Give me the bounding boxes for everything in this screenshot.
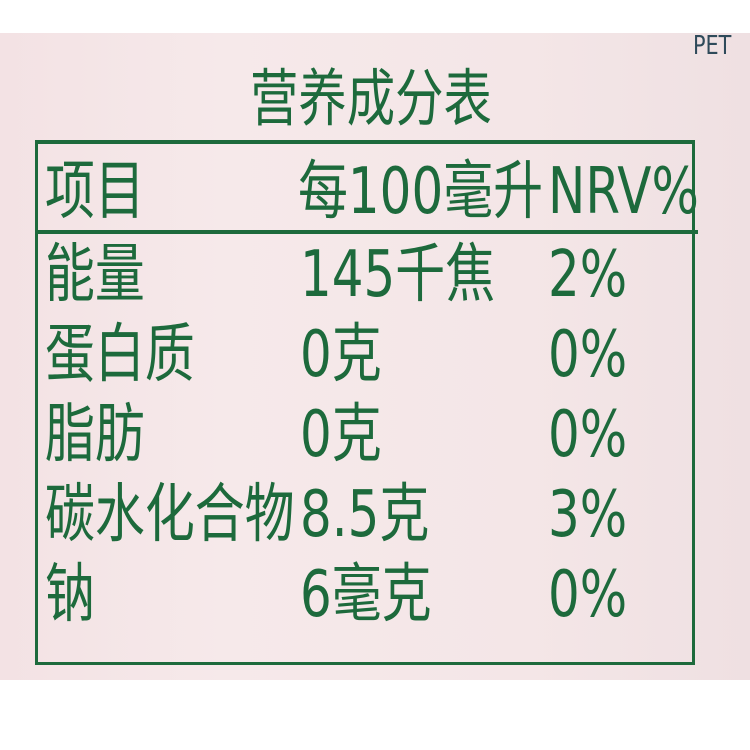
nutrition-table-border bbox=[35, 140, 695, 665]
table-row: 能量 145千焦 2% bbox=[0, 243, 750, 323]
header-item: 项目 bbox=[45, 155, 145, 229]
header-nrv: NRV% bbox=[548, 155, 699, 229]
row-value: 0克 bbox=[300, 318, 382, 392]
table-row: 蛋白质 0克 0% bbox=[0, 323, 750, 403]
row-item: 脂肪 bbox=[45, 398, 145, 472]
row-item: 能量 bbox=[45, 238, 145, 312]
table-row: 脂肪 0克 0% bbox=[0, 403, 750, 483]
row-value: 8.5克 bbox=[300, 478, 430, 552]
row-item: 碳水化合物 bbox=[45, 478, 295, 552]
row-item: 蛋白质 bbox=[45, 318, 195, 392]
table-title: 营养成分表 bbox=[250, 62, 492, 135]
table-row: 钠 6毫克 0% bbox=[0, 563, 750, 643]
row-nrv: 0% bbox=[548, 398, 628, 472]
row-nrv: 0% bbox=[548, 318, 628, 392]
header-per-100ml: 每100毫升 bbox=[298, 155, 544, 229]
row-item: 钠 bbox=[45, 558, 95, 632]
row-nrv: 2% bbox=[548, 238, 628, 312]
table-row: 碳水化合物 8.5克 3% bbox=[0, 483, 750, 563]
corner-text: PET bbox=[693, 31, 732, 61]
header-divider bbox=[35, 230, 698, 234]
row-value: 145千焦 bbox=[300, 238, 496, 312]
row-value: 6毫克 bbox=[300, 558, 432, 632]
row-nrv: 3% bbox=[548, 478, 628, 552]
row-value: 0克 bbox=[300, 398, 382, 472]
row-nrv: 0% bbox=[548, 558, 628, 632]
